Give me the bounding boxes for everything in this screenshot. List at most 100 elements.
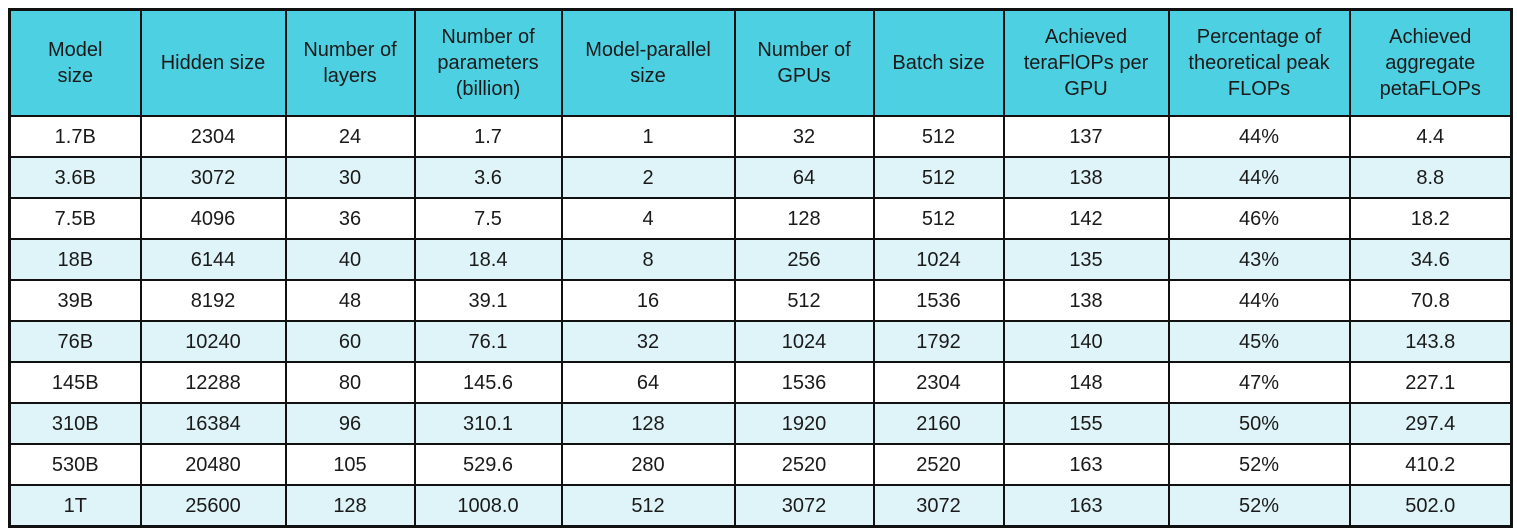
cell-pct-peak-flops: 52% [1167, 484, 1351, 528]
cell-model-size: 3.6B [8, 156, 142, 199]
column-header-achieved-teraflops: Achieved teraFlOPs per GPU [1002, 8, 1170, 117]
cell-num-layers: 30 [284, 156, 416, 199]
cell-num-layers: 36 [284, 197, 416, 240]
column-header-hidden-size: Hidden size [139, 8, 287, 117]
table-row-1.7B: 1.7B 2304 24 1.7 1 32 512 137 44% 4.4 [8, 115, 1513, 158]
cell-num-parameters: 39.1 [413, 279, 563, 322]
cell-num-parameters: 145.6 [413, 361, 563, 404]
table-row-310B: 310B 16384 96 310.1 128 1920 2160 155 50… [8, 402, 1513, 445]
cell-num-gpus: 64 [733, 156, 875, 199]
column-header-model-parallel-size: Model-parallel size [560, 8, 736, 117]
cell-model-size: 76B [8, 320, 142, 363]
cell-num-parameters: 3.6 [413, 156, 563, 199]
cell-model-size: 530B [8, 443, 142, 486]
cell-num-gpus: 512 [733, 279, 875, 322]
cell-pct-peak-flops: 44% [1167, 156, 1351, 199]
cell-aggregate-petaflops: 143.8 [1348, 320, 1513, 363]
table-row-3.6B: 3.6B 3072 30 3.6 2 64 512 138 44% 8.8 [8, 156, 1513, 199]
cell-num-layers: 96 [284, 402, 416, 445]
cell-aggregate-petaflops: 4.4 [1348, 115, 1513, 158]
cell-batch-size: 2520 [872, 443, 1005, 486]
cell-hidden-size: 2304 [139, 115, 287, 158]
cell-model-parallel-size: 512 [560, 484, 736, 528]
table-row-18B: 18B 6144 40 18.4 8 256 1024 135 43% 34.6 [8, 238, 1513, 281]
cell-achieved-teraflops: 140 [1002, 320, 1170, 363]
cell-achieved-teraflops: 163 [1002, 484, 1170, 528]
cell-aggregate-petaflops: 410.2 [1348, 443, 1513, 486]
table-row-530B: 530B 20480 105 529.6 280 2520 2520 163 5… [8, 443, 1513, 486]
cell-aggregate-petaflops: 297.4 [1348, 402, 1513, 445]
cell-achieved-teraflops: 135 [1002, 238, 1170, 281]
cell-model-parallel-size: 32 [560, 320, 736, 363]
cell-batch-size: 512 [872, 156, 1005, 199]
cell-hidden-size: 16384 [139, 402, 287, 445]
column-header-model-size: Model size [8, 8, 142, 117]
cell-achieved-teraflops: 155 [1002, 402, 1170, 445]
cell-pct-peak-flops: 45% [1167, 320, 1351, 363]
cell-model-parallel-size: 16 [560, 279, 736, 322]
cell-hidden-size: 6144 [139, 238, 287, 281]
cell-model-parallel-size: 128 [560, 402, 736, 445]
cell-aggregate-petaflops: 502.0 [1348, 484, 1513, 528]
cell-num-layers: 24 [284, 115, 416, 158]
table-row-39B: 39B 8192 48 39.1 16 512 1536 138 44% 70.… [8, 279, 1513, 322]
cell-num-layers: 40 [284, 238, 416, 281]
cell-num-layers: 105 [284, 443, 416, 486]
column-header-pct-peak-flops: Percentage of theoretical peak FLOPs [1167, 8, 1351, 117]
column-header-batch-size: Batch size [872, 8, 1005, 117]
cell-num-gpus: 2520 [733, 443, 875, 486]
cell-achieved-teraflops: 137 [1002, 115, 1170, 158]
column-header-aggregate-petaflops: Achieved aggregate petaFLOPs [1348, 8, 1513, 117]
table-row-7.5B: 7.5B 4096 36 7.5 4 128 512 142 46% 18.2 [8, 197, 1513, 240]
column-header-num-layers: Number of layers [284, 8, 416, 117]
cell-aggregate-petaflops: 8.8 [1348, 156, 1513, 199]
cell-model-size: 7.5B [8, 197, 142, 240]
cell-num-gpus: 256 [733, 238, 875, 281]
cell-pct-peak-flops: 43% [1167, 238, 1351, 281]
cell-aggregate-petaflops: 70.8 [1348, 279, 1513, 322]
cell-num-parameters: 1.7 [413, 115, 563, 158]
cell-aggregate-petaflops: 18.2 [1348, 197, 1513, 240]
cell-aggregate-petaflops: 34.6 [1348, 238, 1513, 281]
cell-model-size: 39B [8, 279, 142, 322]
model-scaling-table: Model size Hidden size Number of layers … [8, 8, 1513, 528]
cell-pct-peak-flops: 44% [1167, 279, 1351, 322]
cell-model-parallel-size: 4 [560, 197, 736, 240]
cell-model-parallel-size: 64 [560, 361, 736, 404]
cell-hidden-size: 25600 [139, 484, 287, 528]
header-row: Model size Hidden size Number of layers … [8, 8, 1513, 117]
cell-hidden-size: 4096 [139, 197, 287, 240]
cell-batch-size: 512 [872, 115, 1005, 158]
cell-num-gpus: 3072 [733, 484, 875, 528]
cell-batch-size: 1536 [872, 279, 1005, 322]
cell-achieved-teraflops: 138 [1002, 279, 1170, 322]
cell-achieved-teraflops: 148 [1002, 361, 1170, 404]
cell-num-parameters: 76.1 [413, 320, 563, 363]
cell-model-parallel-size: 280 [560, 443, 736, 486]
cell-aggregate-petaflops: 227.1 [1348, 361, 1513, 404]
cell-batch-size: 1024 [872, 238, 1005, 281]
column-header-num-gpus: Number of GPUs [733, 8, 875, 117]
cell-num-parameters: 529.6 [413, 443, 563, 486]
cell-num-parameters: 1008.0 [413, 484, 563, 528]
cell-hidden-size: 3072 [139, 156, 287, 199]
cell-num-gpus: 1536 [733, 361, 875, 404]
cell-num-gpus: 128 [733, 197, 875, 240]
cell-num-gpus: 1024 [733, 320, 875, 363]
cell-pct-peak-flops: 44% [1167, 115, 1351, 158]
cell-hidden-size: 8192 [139, 279, 287, 322]
cell-pct-peak-flops: 52% [1167, 443, 1351, 486]
cell-batch-size: 2304 [872, 361, 1005, 404]
cell-num-parameters: 18.4 [413, 238, 563, 281]
cell-hidden-size: 10240 [139, 320, 287, 363]
cell-num-layers: 80 [284, 361, 416, 404]
cell-pct-peak-flops: 46% [1167, 197, 1351, 240]
table-row-1T: 1T 25600 128 1008.0 512 3072 3072 163 52… [8, 484, 1513, 528]
cell-model-parallel-size: 2 [560, 156, 736, 199]
cell-num-parameters: 310.1 [413, 402, 563, 445]
cell-num-layers: 48 [284, 279, 416, 322]
cell-num-gpus: 1920 [733, 402, 875, 445]
cell-model-parallel-size: 8 [560, 238, 736, 281]
column-header-num-parameters: Number of parameters (billion) [413, 8, 563, 117]
